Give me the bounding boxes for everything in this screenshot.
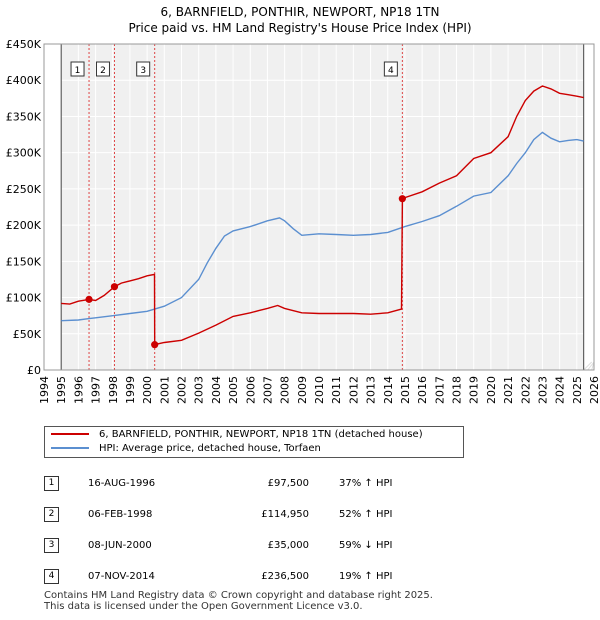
transaction-row: 2 06-FEB-1998 £114,950 52% ↑ HPI	[44, 505, 464, 525]
x-tick-label: 2023	[536, 376, 549, 404]
sale-label-box-3	[136, 61, 151, 77]
legend-label-property: 6, BARNFIELD, PONTHIR, NEWPORT, NP18 1TN…	[99, 429, 423, 440]
legend-label-hpi: HPI: Average price, detached house, Torf…	[99, 443, 321, 454]
transaction-row: 3 08-JUN-2000 £35,000 59% ↓ HPI	[44, 536, 464, 556]
x-tick-label: 2025	[571, 376, 584, 404]
legend-item-property: 6, BARNFIELD, PONTHIR, NEWPORT, NP18 1TN…	[51, 428, 423, 442]
sale-label-2: 2	[100, 66, 106, 76]
transaction-price: £114,950	[261, 509, 309, 520]
x-tick-label: 1994	[38, 376, 51, 404]
chart-title-line2: Price paid vs. HM Land Registry's House …	[128, 21, 472, 35]
sale-label-4: 4	[388, 66, 394, 76]
price-chart: £0 £50K £100K £150K £200K £250K £300K £350K £400…	[6, 38, 600, 404]
x-tick-label: 2006	[244, 376, 257, 404]
x-tick-label: 2012	[347, 376, 360, 404]
hpi-series-line	[61, 131, 584, 322]
y-tick-label: £450K	[6, 38, 42, 51]
y-tick-label: £50K	[13, 328, 42, 341]
x-tick-label: 1999	[124, 376, 137, 404]
x-tick-label: 2017	[433, 376, 446, 404]
footer-copyright: Contains HM Land Registry data © Crown c…	[44, 590, 433, 601]
chart-legend: 6, BARNFIELD, PONTHIR, NEWPORT, NP18 1TN…	[44, 426, 464, 458]
x-tick-label: 2011	[330, 376, 343, 404]
footer-licence: This data is licensed under the Open Gov…	[44, 601, 363, 612]
x-tick-label: 2026	[588, 376, 600, 404]
x-tick-label: 2004	[210, 376, 223, 404]
x-tick-label: 2007	[261, 376, 274, 404]
transaction-date: 07-NOV-2014	[88, 571, 155, 582]
footer-attribution: Contains HM Land Registry data © Crown c…	[44, 590, 433, 612]
transaction-price: £97,500	[267, 478, 309, 489]
property-series-line	[61, 85, 584, 346]
x-tick-label: 2002	[176, 376, 189, 404]
sale-label-3: 3	[140, 66, 146, 76]
transaction-marker-badge: 2	[44, 507, 59, 522]
transaction-marker-badge: 4	[44, 569, 59, 584]
transaction-price: £236,500	[261, 571, 309, 582]
y-tick-label: £150K	[6, 255, 42, 268]
sale-point-4	[398, 195, 406, 203]
x-tick-label: 2001	[158, 376, 171, 404]
transaction-date: 16-AUG-1996	[88, 478, 156, 489]
x-tick-label: 2013	[365, 376, 378, 404]
x-tick-label: 2016	[416, 376, 429, 404]
x-tick-label: 1997	[90, 376, 103, 404]
sale-label-1: 1	[75, 66, 81, 76]
x-tick-label: 2003	[193, 376, 206, 404]
transaction-marker-badge: 3	[44, 538, 59, 553]
y-tick-label: £250K	[6, 183, 42, 196]
transaction-date: 08-JUN-2000	[88, 540, 152, 551]
x-tick-label: 2015	[399, 376, 412, 404]
transaction-hpi-change: 52% ↑ HPI	[339, 509, 393, 520]
y-tick-label: £100K	[6, 292, 42, 305]
legend-swatch-property	[51, 433, 89, 435]
y-tick-label: £300K	[6, 147, 42, 160]
x-tick-label: 1996	[72, 376, 85, 404]
y-tick-label: £200K	[6, 219, 42, 232]
y-tick-label: £400K	[6, 74, 42, 87]
transaction-hpi-change: 59% ↓ HPI	[339, 540, 393, 551]
transaction-row: 4 07-NOV-2014 £236,500 19% ↑ HPI	[44, 567, 464, 587]
x-tick-label: 2018	[451, 376, 464, 404]
plot-frame	[43, 43, 595, 371]
legend-item-hpi: HPI: Average price, detached house, Torf…	[51, 442, 321, 456]
sale-label-box-4	[383, 61, 398, 77]
y-tick-label: £350K	[6, 110, 42, 123]
x-tick-label: 2014	[382, 376, 395, 404]
sale-point-1	[85, 295, 93, 303]
chart-title: 6, BARNFIELD, PONTHIR, NEWPORT, NP18 1TN…	[0, 4, 600, 36]
sale-point-3	[151, 341, 159, 349]
x-tick-label: 2009	[296, 376, 309, 404]
y-tick-label: £0	[27, 364, 41, 377]
x-tick-label: 2008	[279, 376, 292, 404]
data-region-shade	[61, 44, 584, 370]
x-tick-label: 2005	[227, 376, 240, 404]
x-tick-label: 2020	[485, 376, 498, 404]
x-tick-label: 2024	[554, 376, 567, 404]
transaction-hpi-change: 19% ↑ HPI	[339, 571, 393, 582]
sale-label-box-1	[70, 61, 85, 77]
x-tick-label: 1998	[107, 376, 120, 404]
x-tick-label: 1995	[55, 376, 68, 404]
transaction-row: 1 16-AUG-1996 £97,500 37% ↑ HPI	[44, 474, 464, 494]
transaction-price: £35,000	[267, 540, 309, 551]
x-tick-label: 2021	[502, 376, 515, 404]
sale-point-2	[110, 283, 119, 291]
x-tick-label: 2022	[519, 376, 532, 404]
x-tick-label: 2000	[141, 376, 154, 404]
transaction-hpi-change: 37% ↑ HPI	[339, 478, 393, 489]
future-hatch	[587, 361, 595, 371]
transaction-date: 06-FEB-1998	[88, 509, 153, 520]
chart-title-line1: 6, BARNFIELD, PONTHIR, NEWPORT, NP18 1TN	[160, 5, 440, 19]
transaction-marker-badge: 1	[44, 476, 59, 491]
future-hatch	[583, 361, 593, 371]
x-tick-label: 2010	[313, 376, 326, 404]
legend-swatch-hpi	[51, 447, 89, 449]
x-tick-label: 2019	[468, 376, 481, 404]
sale-label-box-2	[95, 61, 110, 77]
